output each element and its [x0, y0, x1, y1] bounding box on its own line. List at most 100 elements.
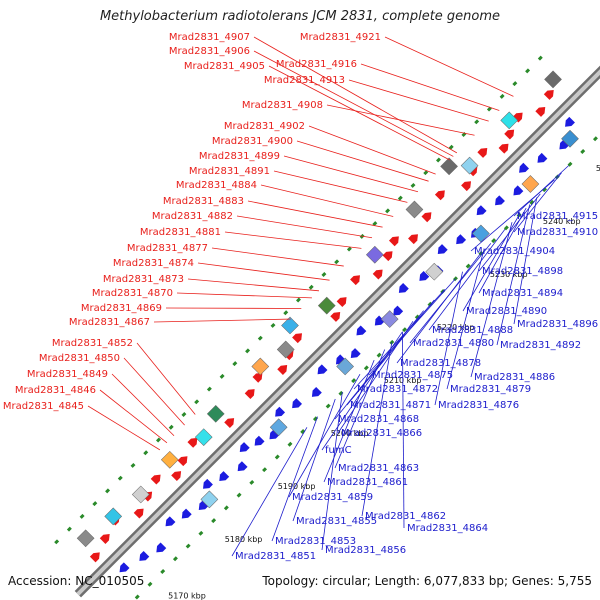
right-gene-label[interactable]: Mrad2831_4888: [432, 325, 513, 336]
forward-gene-arrow[interactable]: [277, 365, 288, 375]
left-gene-label[interactable]: Mrad2831_4852: [52, 338, 133, 349]
right-gene-label[interactable]: Mrad2831_4875: [372, 370, 453, 381]
left-gene-label[interactable]: Mrad2831_4916: [276, 59, 357, 70]
reverse-gene-arrow[interactable]: [476, 205, 487, 216]
right-gene-label[interactable]: Mrad2831_4851: [235, 551, 316, 562]
gene-box[interactable]: [269, 418, 288, 437]
right-gene-label[interactable]: Mrad2831_4910: [517, 227, 598, 238]
reverse-gene-arrow[interactable]: [456, 234, 467, 245]
gene-box[interactable]: [76, 529, 95, 548]
left-gene-label[interactable]: Mrad2831_4867: [69, 317, 150, 328]
right-gene-label[interactable]: Mrad2831_4871: [350, 400, 431, 411]
reverse-gene-arrow[interactable]: [419, 270, 430, 281]
gene-box[interactable]: [472, 224, 490, 243]
forward-gene-arrow[interactable]: [388, 236, 399, 247]
forward-gene-arrow[interactable]: [292, 333, 303, 344]
left-gene-label[interactable]: Mrad2831_4850: [39, 353, 120, 364]
forward-gene-arrow[interactable]: [434, 190, 445, 201]
right-gene-label[interactable]: Mrad2831_4904: [474, 246, 555, 257]
forward-gene-arrow[interactable]: [477, 147, 488, 158]
right-gene-label[interactable]: Mrad2831_4915: [517, 211, 598, 222]
reverse-gene-arrow[interactable]: [513, 185, 524, 196]
left-gene-label[interactable]: Mrad2831_4907: [169, 32, 250, 43]
left-gene-label[interactable]: Mrad2831_4877: [127, 243, 208, 254]
left-gene-label[interactable]: Mrad2831_4873: [103, 274, 184, 285]
right-gene-label[interactable]: Mrad2831_4886: [474, 372, 555, 383]
gene-box[interactable]: [317, 296, 336, 315]
left-gene-label[interactable]: Mrad2831_4891: [189, 166, 270, 177]
right-gene-label[interactable]: Mrad2831_4853: [275, 536, 356, 547]
gene-box[interactable]: [160, 450, 179, 469]
forward-gene-arrow[interactable]: [150, 474, 161, 485]
left-gene-label[interactable]: Mrad2831_4884: [176, 180, 257, 191]
gene-box[interactable]: [405, 200, 424, 219]
reverse-gene-arrow[interactable]: [203, 478, 213, 489]
gene-box[interactable]: [200, 490, 219, 509]
gene-box[interactable]: [194, 428, 213, 447]
gene-box[interactable]: [104, 507, 123, 526]
left-gene-label[interactable]: Mrad2831_4882: [152, 211, 233, 222]
right-gene-label[interactable]: Mrad2831_4856: [325, 545, 406, 556]
reverse-gene-arrow[interactable]: [398, 283, 409, 293]
reverse-gene-arrow[interactable]: [156, 542, 167, 553]
left-gene-label[interactable]: Mrad2831_4908: [242, 100, 323, 111]
left-gene-label[interactable]: Mrad2831_4900: [212, 136, 293, 147]
right-gene-label[interactable]: Mrad2831_4896: [517, 319, 598, 330]
gene-box[interactable]: [251, 357, 270, 376]
gene-box[interactable]: [366, 245, 384, 264]
forward-gene-arrow[interactable]: [535, 106, 546, 117]
right-gene-label[interactable]: fumC: [325, 445, 352, 456]
gene-box[interactable]: [380, 310, 399, 328]
right-gene-label[interactable]: Mrad2831_4859: [292, 492, 373, 503]
gene-box[interactable]: [500, 111, 519, 130]
forward-gene-arrow[interactable]: [421, 212, 432, 223]
reverse-gene-arrow[interactable]: [254, 435, 265, 446]
left-gene-label[interactable]: Mrad2831_4846: [15, 385, 96, 396]
right-gene-label[interactable]: Mrad2831_4876: [438, 400, 519, 411]
forward-gene-arrow[interactable]: [99, 534, 110, 544]
forward-gene-arrow[interactable]: [382, 251, 393, 262]
right-gene-label[interactable]: Mrad2831_4862: [365, 511, 446, 522]
reverse-gene-arrow[interactable]: [275, 406, 286, 417]
left-gene-label[interactable]: Mrad2831_4899: [199, 151, 280, 162]
gene-box[interactable]: [336, 357, 354, 376]
gene-box[interactable]: [131, 485, 150, 504]
forward-gene-arrow[interactable]: [543, 89, 554, 100]
right-gene-label[interactable]: Mrad2831_4878: [400, 358, 481, 369]
left-gene-label[interactable]: Mrad2831_4905: [184, 61, 265, 72]
forward-gene-arrow[interactable]: [512, 112, 523, 123]
forward-gene-arrow[interactable]: [498, 143, 509, 154]
gene-box[interactable]: [440, 157, 458, 176]
forward-gene-arrow[interactable]: [171, 471, 182, 482]
left-gene-label[interactable]: Mrad2831_4921: [300, 32, 381, 43]
right-gene-label[interactable]: Mrad2831_4872: [357, 384, 438, 395]
left-gene-label[interactable]: Mrad2831_4870: [92, 288, 173, 299]
left-gene-label[interactable]: Mrad2831_4881: [140, 227, 221, 238]
reverse-gene-arrow[interactable]: [393, 305, 404, 316]
gene-box[interactable]: [276, 340, 295, 359]
right-gene-label[interactable]: Mrad2831_4866: [341, 428, 422, 439]
forward-gene-arrow[interactable]: [244, 389, 255, 399]
reverse-gene-arrow[interactable]: [495, 195, 505, 206]
reverse-gene-arrow[interactable]: [181, 508, 192, 519]
forward-gene-arrow[interactable]: [133, 508, 144, 519]
reverse-gene-arrow[interactable]: [165, 516, 176, 527]
reverse-gene-arrow[interactable]: [311, 386, 322, 397]
left-gene-label[interactable]: Mrad2831_4874: [113, 258, 194, 269]
forward-gene-arrow[interactable]: [330, 312, 341, 322]
left-gene-label[interactable]: Mrad2831_4913: [264, 75, 345, 86]
right-gene-label[interactable]: Mrad2831_4880: [413, 338, 494, 349]
reverse-gene-arrow[interactable]: [219, 471, 230, 482]
forward-gene-arrow[interactable]: [504, 129, 515, 140]
reverse-gene-arrow[interactable]: [519, 162, 529, 173]
forward-gene-arrow[interactable]: [408, 234, 418, 245]
reverse-gene-arrow[interactable]: [374, 315, 385, 326]
gene-box[interactable]: [425, 262, 444, 281]
forward-gene-arrow[interactable]: [187, 437, 198, 448]
reverse-gene-arrow[interactable]: [565, 116, 575, 127]
reverse-gene-arrow[interactable]: [237, 461, 248, 472]
right-gene-label[interactable]: Mrad2831_4879: [450, 384, 531, 395]
gene-box[interactable]: [460, 156, 479, 175]
left-gene-label[interactable]: Mrad2831_4902: [224, 121, 305, 132]
reverse-gene-arrow[interactable]: [239, 442, 250, 453]
